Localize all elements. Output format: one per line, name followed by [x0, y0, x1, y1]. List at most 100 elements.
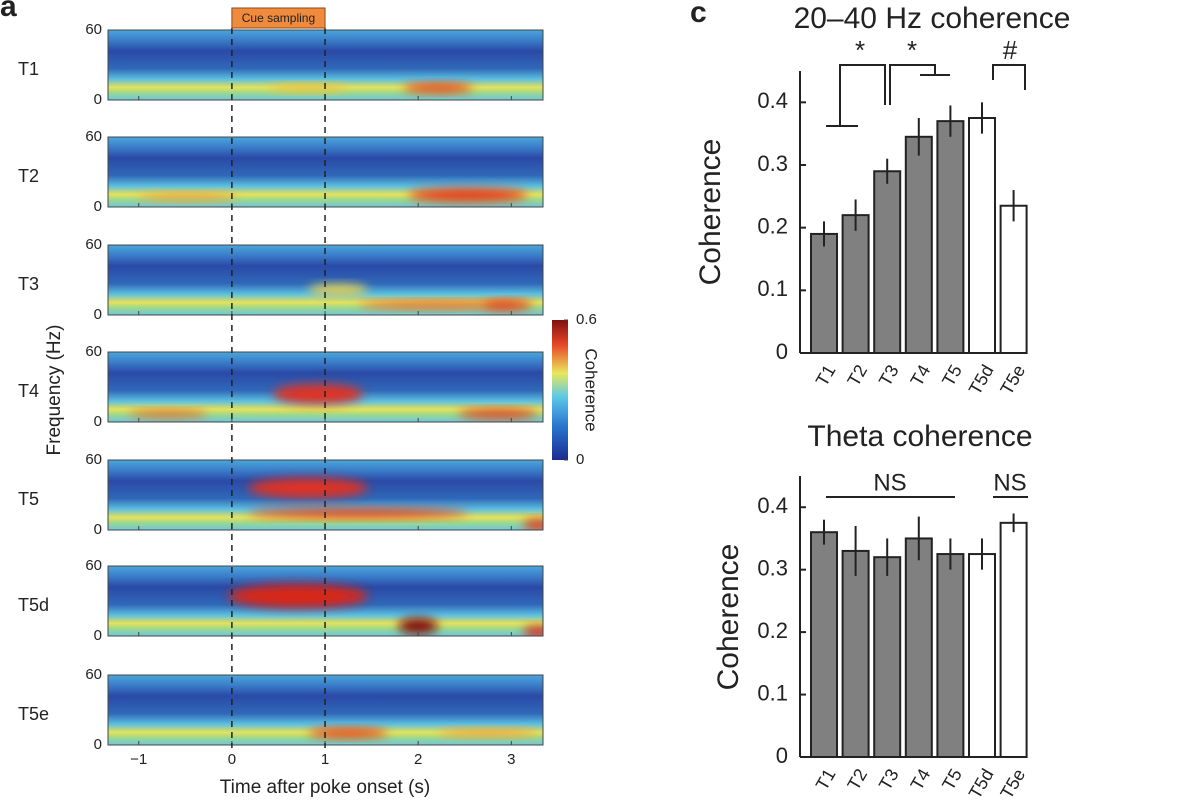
- y-axis-label: Frequency (Hz): [44, 325, 65, 456]
- annotation: NS: [993, 469, 1026, 496]
- y-axis-label: Coherence: [712, 544, 745, 691]
- heatmap-blob: [398, 618, 438, 634]
- heatmap-blob: [228, 584, 368, 608]
- y-tick-label: 60: [85, 21, 102, 38]
- x-tick-label: T3: [875, 361, 903, 389]
- y-tick-label: 0: [94, 736, 102, 753]
- x-tick-label: 0: [228, 751, 236, 768]
- bar: [810, 531, 838, 759]
- y-tick-label: 60: [85, 666, 102, 683]
- y-tick-label: 0: [776, 339, 788, 364]
- heatmap-panel: [107, 459, 544, 531]
- heatmap-blob: [523, 519, 543, 530]
- y-tick-label: 60: [85, 236, 102, 253]
- bar: [810, 232, 838, 354]
- row-label: T5d: [18, 595, 49, 615]
- x-tick-label: T4: [907, 361, 935, 389]
- heatmap-blob: [483, 300, 533, 310]
- heatmap-blob: [523, 626, 543, 636]
- x-tick-label: T1: [812, 765, 840, 793]
- x-tick-label: 3: [507, 751, 515, 768]
- y-tick-label: 0: [94, 413, 102, 430]
- heatmap-blob: [128, 410, 208, 418]
- y-tick-label: 0.2: [757, 213, 788, 238]
- y-tick-label: 0: [94, 306, 102, 323]
- x-tick-label: 1: [321, 751, 329, 768]
- bar: [936, 120, 965, 354]
- x-tick-label: T5d: [965, 361, 998, 398]
- y-tick-label: 0.3: [757, 555, 788, 580]
- y-axis-label: Coherence: [694, 139, 727, 286]
- bar: [968, 553, 996, 758]
- heatmap-blob: [408, 188, 528, 202]
- x-tick-label: T5e: [996, 765, 1029, 800]
- row-label: T5: [18, 489, 39, 509]
- x-tick-label: 2: [414, 751, 422, 768]
- x-tick-label: T2: [843, 361, 871, 389]
- chart-title: Theta coherence: [807, 420, 1032, 453]
- x-tick-label: T2: [843, 765, 871, 793]
- annotation: #: [1003, 35, 1018, 65]
- x-tick-label: T5e: [996, 361, 1029, 398]
- y-tick-label: 0.4: [757, 88, 788, 113]
- y-tick-label: 0.4: [757, 493, 788, 518]
- bar: [873, 556, 902, 759]
- row-label: T3: [18, 274, 39, 294]
- panel-label: c: [690, 0, 707, 29]
- heatmap-image: [108, 460, 543, 530]
- heatmap-image: [108, 566, 543, 636]
- y-tick-label: 0.2: [757, 618, 788, 643]
- annotation: *: [907, 35, 917, 65]
- bar: [904, 537, 933, 759]
- y-tick-label: 0: [94, 198, 102, 215]
- row-label: T4: [18, 381, 39, 401]
- heatmap-blob: [138, 193, 238, 201]
- bar: [841, 549, 870, 759]
- x-tick-label: T3: [875, 765, 903, 793]
- cue-label: Cue sampling: [242, 11, 315, 25]
- row-label: T1: [18, 59, 39, 79]
- heatmap-blob: [358, 301, 518, 309]
- colorbar-label: Coherence: [582, 348, 601, 431]
- x-tick-label: T4: [907, 765, 935, 793]
- heatmap-panel: [107, 565, 544, 637]
- x-tick-label: T5d: [965, 765, 998, 800]
- y-tick-label: 60: [85, 451, 102, 468]
- y-tick-label: 0: [94, 521, 102, 538]
- x-tick-label: −1: [130, 751, 147, 768]
- bar: [873, 170, 902, 354]
- y-tick-label: 0.1: [757, 680, 788, 705]
- heatmap-blob: [458, 409, 538, 419]
- y-tick-label: 0.3: [757, 151, 788, 176]
- heatmap-blob: [248, 478, 368, 498]
- x-tick-label: T5: [938, 361, 966, 389]
- chart-title: 20–40 Hz coherence: [794, 2, 1071, 35]
- cue-box: [231, 7, 326, 29]
- bar: [999, 204, 1028, 354]
- colorbar-tick-label: 0.6: [576, 311, 597, 328]
- colorbar-tick-label: 0: [576, 451, 584, 468]
- y-tick-label: 60: [85, 128, 102, 145]
- bar: [841, 214, 870, 354]
- row-label: T2: [18, 166, 39, 186]
- y-tick-label: 0: [94, 627, 102, 644]
- y-tick-label: 0.1: [757, 276, 788, 301]
- heatmap-blob: [403, 83, 473, 93]
- brackets: [826, 64, 1028, 498]
- bar: [904, 135, 933, 354]
- x-tick-label: T1: [812, 361, 840, 389]
- x-tick-label: T5: [938, 765, 966, 793]
- row-label: T5e: [18, 704, 49, 724]
- colorbar: [552, 320, 568, 460]
- heatmap-blob: [273, 384, 363, 404]
- x-axis-label: Time after poke onset (s): [220, 777, 430, 798]
- heatmap-blob: [308, 284, 368, 296]
- bar: [936, 553, 965, 758]
- heatmap-blob: [268, 84, 348, 92]
- bar: [968, 117, 996, 354]
- heatmap-blob: [248, 508, 468, 518]
- annotation: NS: [873, 469, 906, 496]
- heatmap-blob: [438, 729, 538, 737]
- panel-label: a: [0, 0, 17, 23]
